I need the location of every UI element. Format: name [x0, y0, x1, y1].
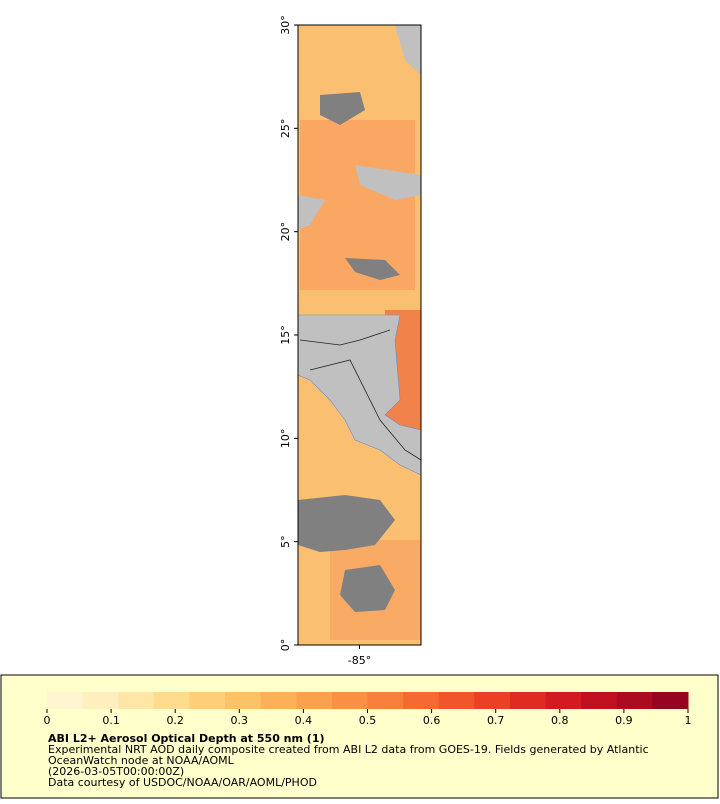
no-data [340, 565, 395, 612]
colorbar-tick-label: 0.5 [359, 714, 377, 727]
colorbar-swatch [47, 692, 84, 709]
colorbar-tick-label: 0.7 [487, 714, 505, 727]
y-tick-label: 25° [279, 119, 292, 139]
colorbar-swatch [403, 692, 440, 709]
colorbar-tick-label: 0.1 [102, 714, 120, 727]
colorbar-tick-label: 0.2 [166, 714, 184, 727]
colorbar-swatch [438, 692, 475, 709]
legend-line: Experimental NRT AOD daily composite cre… [48, 743, 649, 756]
colorbar-tick-label: 0.9 [615, 714, 633, 727]
y-tick-label: 5° [279, 535, 292, 548]
land [297, 314, 422, 476]
legend-title: ABI L2+ Aerosol Optical Depth at 550 nm … [48, 732, 325, 745]
legend-line: OceanWatch node at NOAA/AOML [48, 754, 235, 767]
colorbar-tick-label: 0.6 [423, 714, 441, 727]
land [298, 195, 325, 230]
colorbar-swatch [118, 692, 155, 709]
colorbar-swatch [260, 692, 297, 709]
no-data [320, 92, 365, 125]
y-tick-label: 15° [279, 325, 292, 345]
colorbar-swatch [189, 692, 226, 709]
colorbar-tick-label: 0.8 [551, 714, 569, 727]
border [299, 329, 422, 461]
colorbar-tick-label: 0.3 [231, 714, 249, 727]
colorbar-swatch [545, 692, 582, 709]
colorbar-tick-label: 1 [685, 714, 692, 727]
colorbar-tick-label: 0 [44, 714, 51, 727]
y-tick-label: 30° [279, 15, 292, 35]
colorbar-swatch [652, 692, 689, 709]
colorbar-swatch [509, 692, 547, 709]
colorbar-swatch [367, 692, 404, 709]
colorbar-swatch [296, 692, 333, 709]
y-tick-label: 0° [279, 639, 292, 652]
colorbar-swatch [331, 692, 368, 709]
colorbar-swatch [225, 692, 262, 709]
colorbar-swatch [581, 692, 618, 709]
legend-line: Data courtesy of USDOC/NOAA/OAR/AOML/PHO… [48, 776, 317, 789]
land [395, 25, 421, 75]
land [355, 165, 421, 200]
colorbar-swatch [153, 692, 190, 709]
colorbar-swatch [82, 692, 119, 709]
y-tick-label: 20° [279, 222, 292, 242]
no-data [345, 258, 400, 280]
legend-line: (2026-03-05T00:00:00Z) [48, 765, 184, 778]
colorbar-swatch [616, 692, 653, 709]
no-data [298, 495, 395, 552]
x-tick-label: -85° [348, 654, 371, 667]
y-tick-label: 10° [279, 429, 292, 449]
colorbar-swatch [474, 692, 511, 709]
colorbar-tick-label: 0.4 [295, 714, 313, 727]
map-image [297, 24, 422, 646]
